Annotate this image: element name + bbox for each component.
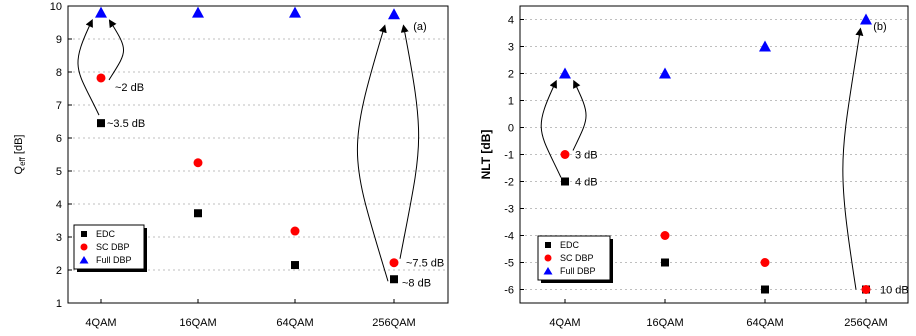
data-point-edc [390,275,398,284]
annotation-arrow [108,19,124,81]
annotation-label: 3 dB [575,150,598,162]
y-tick-label: 6 [56,133,62,145]
annotation-label: 4 dB [575,177,598,189]
data-point-sc-dbp [290,226,300,236]
legend-marker [545,242,551,248]
data-point-sc-dbp [96,73,106,83]
y-tick-label: 10 [50,1,62,13]
data-point-edc [97,119,105,128]
y-tick-label: -4 [504,231,514,243]
annotation-label: 10 dB [880,285,909,297]
data-point-full-dbp [659,67,671,79]
annotation-arrow [842,27,864,290]
legend-marker [80,243,88,251]
data-point-edc [561,177,569,186]
legend-marker [544,254,552,262]
data-point-full-dbp [289,6,301,18]
x-tick-label: 256QAM [372,317,415,329]
chart-panel-b: -6 -5 -4 -3 -2 -1 0 1 2 3 4 4QAM 16QAM 64QAM 256QAM NLT… [479,5,909,329]
y-tick-label: 0 [508,123,514,135]
panel-label: (a) [413,21,426,33]
x-tick-label: 64QAM [276,317,313,329]
data-point-full-dbp [559,67,571,79]
data-point-sc-dbp [193,158,203,168]
legend: EDC SC DBP Full DBP [537,235,613,283]
data-point-full-dbp [388,8,400,20]
y-tick-label: 5 [56,166,62,178]
y-tick-label: -5 [504,258,514,270]
legend-label: Full DBP [560,266,596,276]
annotation-label: ~8 dB [402,278,431,290]
y-axis-title: NLT [dB] [479,130,493,180]
plot-frame [67,5,449,304]
legend-label: EDC [560,240,580,250]
y-tick-label: 4 [56,199,62,211]
y-tick-label: 1 [508,96,514,108]
data-point-edc [291,261,299,270]
y-tick-label: -1 [504,150,514,162]
legend-label: SC DBP [560,253,594,263]
data-point-sc-dbp [560,150,570,159]
x-tick-label: 64QAM [746,317,783,329]
legend: EDC SC DBP Full DBP [73,224,147,272]
x-tick-label: 16QAM [646,317,683,329]
y-tick-label: 2 [56,265,62,277]
legend-marker [79,256,89,264]
y-tick-label: -3 [504,204,514,216]
y-tick-label: 9 [56,34,62,46]
legend-marker [543,267,553,275]
y-tick-label: 1 [56,298,62,310]
legend-marker [81,231,87,237]
data-point-full-dbp [95,6,107,18]
data-point-edc [761,285,769,294]
annotation-arrow [399,24,420,259]
y-axis-title: Qeff [dB] [13,135,27,175]
data-point-sc-dbp [660,231,670,240]
data-point-edc [661,258,669,267]
y-axis-title-main: Q [13,165,25,174]
legend-label: Full DBP [96,255,132,265]
data-point-sc-dbp [760,258,770,267]
y-axis-title-subscript: eff [18,156,27,166]
data-point-sc-dbp [861,285,871,294]
data-point-edc [194,209,202,218]
y-axis-title-unit: [dB] [13,135,25,158]
annotation-label: ~2 dB [115,82,144,94]
panel-label: (b) [873,21,886,33]
y-tick-label: -6 [504,285,514,297]
x-tick-label: 256QAM [844,317,887,329]
x-tick-label: 16QAM [179,317,216,329]
legend-label: EDC [96,229,116,239]
annotation-label: ~7.5 dB [406,258,444,270]
y-tick-label: 3 [56,232,62,244]
annotation-arrow [77,18,100,116]
y-tick-label: -2 [504,177,514,189]
annotation-arrow [356,24,389,282]
x-tick-label: 4QAM [549,317,580,329]
y-tick-label: 7 [56,100,62,112]
y-tick-label: 3 [508,42,514,54]
y-tick-label: 2 [508,69,514,81]
data-point-full-dbp [860,13,872,25]
plot-frame [519,5,909,304]
annotation-label: ~3.5 dB [107,118,145,130]
x-tick-label: 4QAM [85,317,116,329]
chart-panel-a: 1 2 3 4 5 6 7 8 9 10 4QAM 16QAM 64QAM 256QAM Qeff [dB]… [13,1,449,329]
annotation-arrow [540,79,562,178]
data-point-sc-dbp [389,258,399,268]
annotation-arrow [572,79,587,151]
y-tick-label: 8 [56,67,62,79]
data-point-full-dbp [759,40,771,52]
legend-label: SC DBP [96,242,130,252]
data-point-full-dbp [192,6,204,18]
y-tick-label: 4 [508,15,514,27]
